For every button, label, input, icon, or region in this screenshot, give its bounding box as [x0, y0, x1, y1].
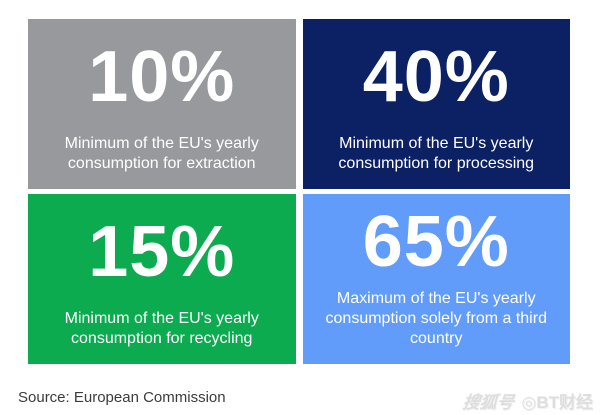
- stat-caption-processing: Minimum of the EU's yearly consumption f…: [338, 135, 535, 172]
- stat-tile-extraction: 10% Minimum of the EU's yearly consumpti…: [28, 19, 296, 189]
- stat-value-processing: 40%: [362, 36, 510, 117]
- stat-tile-grid: 10% Minimum of the EU's yearly consumpti…: [28, 19, 570, 364]
- source-attribution: Source: European Commission: [18, 389, 226, 406]
- watermark-account-label: BT财经: [536, 393, 593, 412]
- stat-value-wrap: 10%: [28, 19, 296, 134]
- stat-value-recycling: 15%: [88, 211, 236, 292]
- stat-caption-recycling: Minimum of the EU's yearly consumption f…: [64, 310, 259, 347]
- stat-caption-third-country: Maximum of the EU's yearly consumption s…: [325, 290, 547, 347]
- stat-value-wrap: 65%: [303, 194, 571, 289]
- stat-caption-extraction: Minimum of the EU's yearly consumption f…: [64, 135, 259, 172]
- watermark-platform-label: 搜狐号: [461, 393, 516, 412]
- watermark: 搜狐号 ◎BT财经: [461, 388, 593, 413]
- stat-tile-recycling: 15% Minimum of the EU's yearly consumpti…: [28, 194, 296, 364]
- stat-value-wrap: 40%: [303, 19, 571, 134]
- stat-value-extraction: 10%: [88, 36, 236, 117]
- watermark-logo-icon: ◎: [521, 393, 537, 412]
- stat-tile-processing: 40% Minimum of the EU's yearly consumpti…: [302, 19, 571, 189]
- stat-tile-third-country: 65% Maximum of the EU's yearly consumpti…: [302, 194, 571, 364]
- stat-value-wrap: 15%: [28, 194, 296, 309]
- stat-value-third-country: 65%: [362, 201, 510, 282]
